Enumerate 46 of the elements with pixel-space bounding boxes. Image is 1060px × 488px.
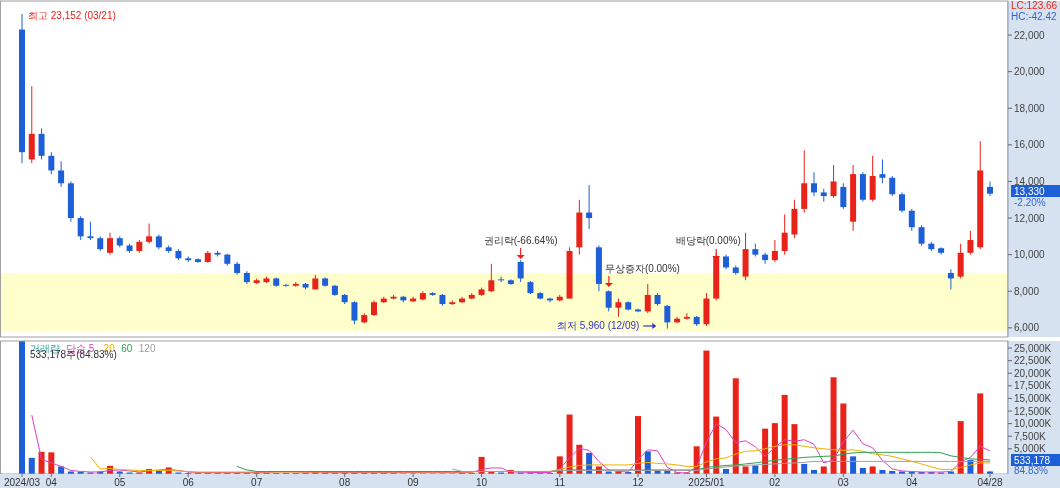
- text: 60: [121, 343, 133, 354]
- y-tick-label: 14,000: [1014, 175, 1046, 187]
- x-tick-label: 04: [906, 477, 918, 488]
- annotation: 무상증자(0.00%): [604, 263, 680, 274]
- x-tick-label: 10: [475, 477, 488, 488]
- y-tick-label: 6,000: [1014, 322, 1040, 334]
- x-tick-label: 11: [554, 477, 566, 488]
- y-tick-label: 16,000: [1014, 139, 1046, 151]
- y-tick-label: 12,500K: [1014, 405, 1052, 417]
- text: HC:-42.42: [1011, 11, 1058, 22]
- text: -2.20%: [1014, 197, 1046, 208]
- text: 84.83%: [1014, 465, 1049, 476]
- x-tick-label: 05: [114, 477, 126, 488]
- y-tick-label: 10,000: [1014, 249, 1046, 261]
- y-tick-label: 20,000K: [1014, 367, 1052, 379]
- text: 533,178: [1014, 455, 1051, 466]
- x-tick-label: 12: [632, 477, 644, 488]
- y-tick-label: 18,000: [1014, 102, 1046, 114]
- y-tick-label: 15,000K: [1014, 392, 1052, 404]
- y-tick-label: 12,000: [1014, 212, 1046, 224]
- y-tick-label: 22,500K: [1014, 355, 1052, 367]
- x-tick-label: 08: [339, 477, 351, 488]
- y-tick-label: 5,000K: [1014, 443, 1047, 455]
- annotation: 권리락(-66.64%): [483, 235, 558, 246]
- x-tick-label: 04: [45, 477, 58, 488]
- text: 13,330: [1014, 186, 1046, 197]
- annotation: 최고 23,152 (03/21): [28, 10, 116, 21]
- y-tick-label: 7,500K: [1014, 430, 1047, 442]
- y-tick-label: 10,000K: [1014, 418, 1052, 430]
- annotation: 배당락(0.00%): [675, 235, 741, 246]
- x-tick-label: 2025/01: [688, 477, 725, 488]
- y-tick-label: 8,000: [1014, 285, 1040, 297]
- y-tick-label: 22,000: [1014, 29, 1046, 41]
- x-tick-label: 02: [769, 477, 781, 488]
- x-tick-label: 07: [251, 477, 263, 488]
- x-tick-label: 03: [837, 477, 850, 488]
- x-tick-label: 09: [407, 477, 420, 488]
- y-tick-label: 17,500K: [1014, 380, 1052, 392]
- x-tick-label: 04/28: [977, 477, 1003, 488]
- text: 120: [138, 343, 156, 354]
- x-tick-label: 2024/03: [3, 477, 41, 488]
- annotation: 최저 5,960 (12/09): [557, 320, 640, 331]
- y-tick-label: 20,000: [1014, 66, 1046, 78]
- x-tick-label: 06: [182, 477, 195, 488]
- text: LC:123.66: [1011, 0, 1058, 11]
- y-tick-label: 25,000K: [1014, 342, 1052, 354]
